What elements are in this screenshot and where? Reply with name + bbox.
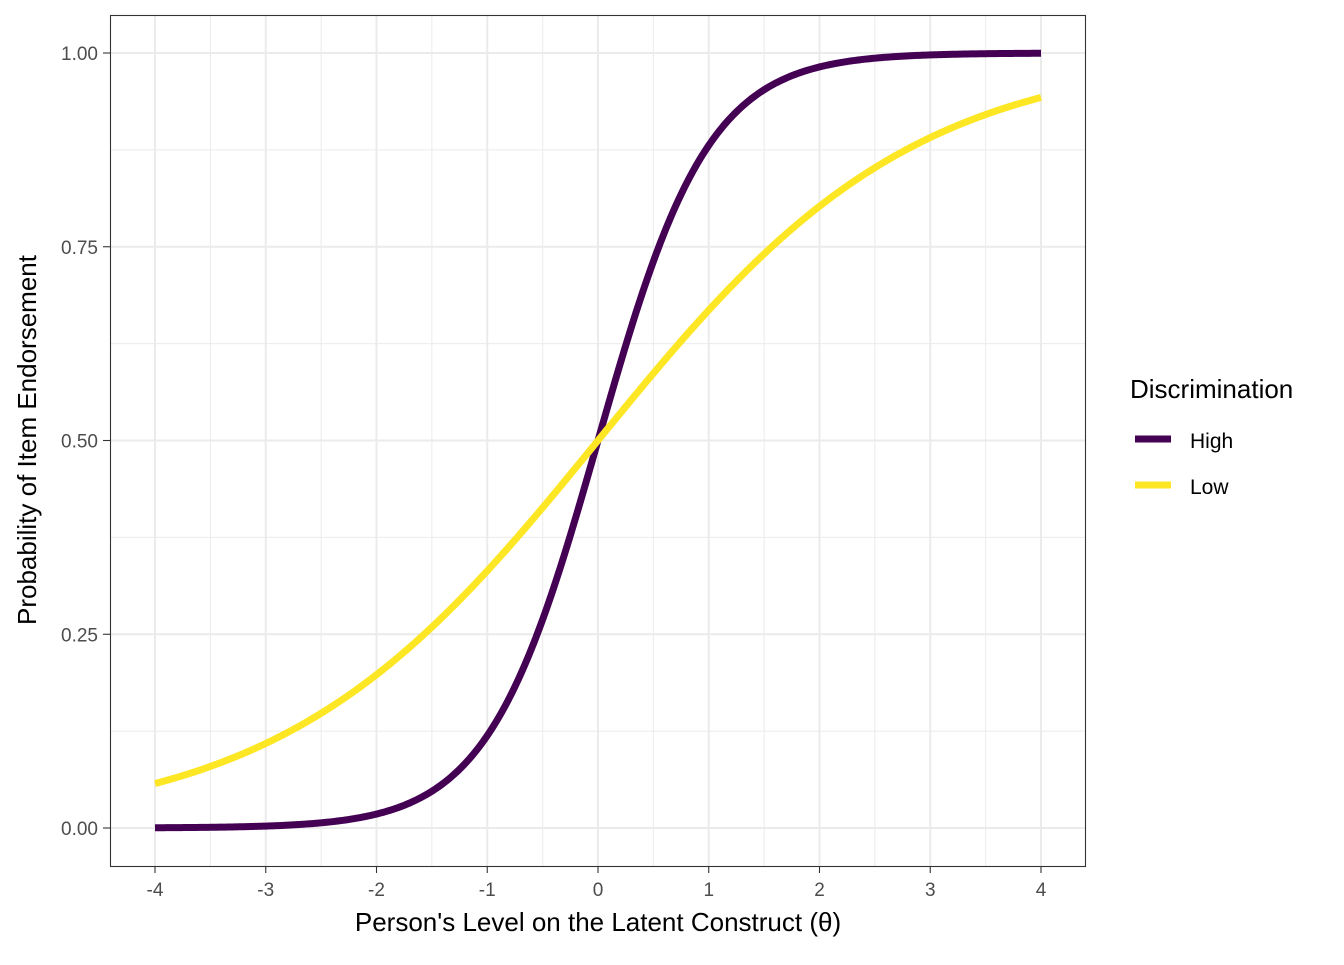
x-tick-label: -4 — [147, 880, 164, 901]
y-tick-label: 0.00 — [61, 819, 98, 840]
x-tick-label: -2 — [368, 880, 385, 901]
grid — [110, 15, 1085, 866]
y-axis-title: Probability of Item Endorsement — [12, 254, 42, 625]
x-tick-label: 1 — [703, 880, 714, 901]
y-tick-label: 0.50 — [61, 432, 98, 453]
x-tick-label: 4 — [1036, 880, 1047, 901]
series-line-low — [154, 94, 1042, 787]
y-tick-label: 0.75 — [61, 238, 98, 259]
y-tick-label: 1.00 — [61, 44, 98, 65]
x-tick-label: 3 — [925, 880, 936, 901]
legend-label-high: High — [1190, 430, 1233, 453]
axes: -4 -3 -2 -1 0 1 2 3 4 0.00 0.25 0.50 0.75 1.00 — [61, 44, 1047, 901]
y-tick-label: 0.25 — [61, 625, 98, 646]
legend-title: Discrimination — [1130, 374, 1293, 404]
x-tick-label: 2 — [814, 880, 825, 901]
legend-label-low: Low — [1190, 476, 1229, 499]
series-lines — [154, 49, 1042, 832]
x-axis-title: Person's Level on the Latent Construct (… — [355, 907, 841, 937]
x-tick-label: 0 — [593, 880, 604, 901]
legend: Discrimination High Low — [1130, 374, 1293, 499]
x-tick-label: -3 — [257, 880, 274, 901]
x-tick-label: -1 — [479, 880, 496, 901]
